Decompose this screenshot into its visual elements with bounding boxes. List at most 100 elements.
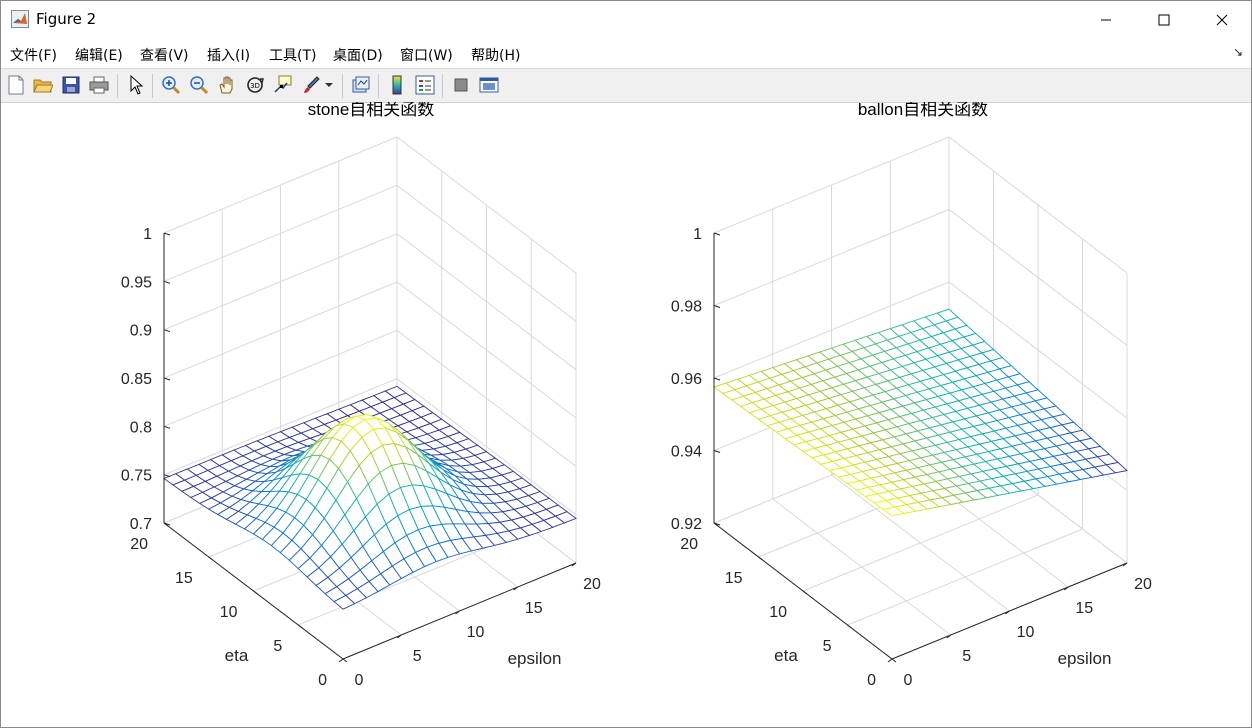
z-tick-label: 1 xyxy=(143,226,152,243)
z-tick-label: 0.92 xyxy=(671,516,702,533)
z-tick xyxy=(713,377,721,381)
z-tick xyxy=(163,474,171,478)
z-tick xyxy=(713,450,721,453)
maximize-button[interactable] xyxy=(1135,1,1193,39)
z-tick-label: 0.85 xyxy=(121,371,152,388)
epsilon-tick-label: 15 xyxy=(1075,600,1093,617)
figure-toolbar: 3D xyxy=(1,68,1251,103)
epsilon-tick xyxy=(887,658,893,663)
epsilon-tick xyxy=(1063,586,1069,591)
floor-gridline xyxy=(847,528,1083,626)
epsilon-tick-label: 20 xyxy=(1134,576,1152,593)
surface-cell xyxy=(333,594,356,610)
menu-file[interactable]: 文件(F) xyxy=(10,48,57,64)
epsilon-tick xyxy=(396,634,402,639)
wall-gridline xyxy=(163,136,577,274)
colorbar-icon[interactable] xyxy=(385,73,409,97)
menu-bar: 文件(F) 编辑(E) 查看(V) 插入(I) 工具(T) 桌面(D) 窗口(W… xyxy=(1,39,1251,67)
eta-axis-label: eta xyxy=(225,646,249,665)
stone-surface-axes[interactable]: 0 5 10 15 20 0 5 10 15 20 0.7 0.75 0.8 0.85 0.9 0.95 1 ep… xyxy=(121,102,601,689)
menu-desktop[interactable]: 桌面(D) xyxy=(333,48,383,64)
eta-tick-label: 5 xyxy=(273,638,282,655)
wall-gridline xyxy=(163,281,577,419)
epsilon-tick-label: 15 xyxy=(525,600,543,617)
surface-mesh xyxy=(163,385,577,610)
z-tick-label: 0.9 xyxy=(130,323,152,340)
epsilon-tick xyxy=(338,658,344,663)
epsilon-tick-label: 20 xyxy=(583,576,601,593)
eta-tick-label: 20 xyxy=(680,536,698,553)
z-tick xyxy=(713,232,721,236)
new-figure-icon[interactable] xyxy=(4,73,28,97)
toolbar-separator xyxy=(378,74,379,98)
rotate-3d-icon[interactable]: 3D xyxy=(243,73,267,97)
open-file-icon[interactable] xyxy=(31,73,55,97)
toolbar-separator xyxy=(442,74,443,98)
epsilon-tick xyxy=(513,586,519,591)
eta-tick xyxy=(297,624,303,629)
brush-dropdown-icon[interactable] xyxy=(323,73,335,97)
epsilon-tick-label: 0 xyxy=(904,672,913,689)
eta-tick xyxy=(342,658,348,663)
z-tick xyxy=(713,305,721,308)
epsilon-axis-label: epsilon xyxy=(508,649,562,668)
maximize-icon xyxy=(1158,14,1170,26)
data-cursor-icon[interactable] xyxy=(271,73,295,97)
z-tick-label: 0.8 xyxy=(130,419,152,436)
svg-text:3D: 3D xyxy=(250,82,260,90)
link-plot-icon[interactable] xyxy=(349,73,373,97)
eta-tick-label: 20 xyxy=(130,536,148,553)
ballon-surface-axes[interactable]: 0 5 10 15 20 0 5 10 15 20 0.92 0.94 0.96 0.98 1 epsilon… xyxy=(671,102,1152,689)
save-icon[interactable] xyxy=(59,73,83,97)
wall-gridline xyxy=(163,329,577,467)
show-plot-tools-icon[interactable] xyxy=(477,73,501,97)
brush-icon[interactable] xyxy=(299,73,323,97)
zoom-in-icon[interactable] xyxy=(159,73,183,97)
wall-gridline xyxy=(163,184,577,322)
hide-plot-tools-icon[interactable] xyxy=(449,73,473,97)
figure-canvas[interactable]: 05101520051015200.70.750.80.850.90.951ep… xyxy=(1,102,1251,727)
eta-tick-label: 5 xyxy=(823,638,832,655)
z-tick-label: 1 xyxy=(693,226,702,243)
epsilon-tick xyxy=(571,562,577,567)
window-title: Figure 2 xyxy=(36,10,97,28)
eta-axis-label: eta xyxy=(774,646,798,665)
eta-tick-label: 10 xyxy=(769,604,787,621)
epsilon-tick-label: 10 xyxy=(1017,624,1035,641)
epsilon-tick-label: 5 xyxy=(962,648,971,665)
toolbar-separator xyxy=(152,74,153,98)
wall-gridline xyxy=(163,233,577,371)
eta-tick xyxy=(253,590,258,595)
menu-tools[interactable]: 工具(T) xyxy=(269,48,317,64)
dock-arrow-icon[interactable]: ↘ xyxy=(1232,45,1243,59)
eta-tick xyxy=(847,624,852,629)
axes-title: ballon自相关函数 xyxy=(858,102,988,119)
minimize-button[interactable] xyxy=(1077,1,1135,39)
wall-gridline xyxy=(713,208,1128,346)
select-arrow-icon[interactable] xyxy=(124,73,148,97)
floor-gridline xyxy=(802,494,1039,592)
epsilon-tick xyxy=(1122,562,1128,567)
eta-tick-label: 0 xyxy=(867,672,876,689)
menu-help[interactable]: 帮助(H) xyxy=(471,48,521,64)
zoom-out-icon[interactable] xyxy=(187,73,211,97)
z-tick xyxy=(713,522,721,526)
legend-icon[interactable] xyxy=(413,73,437,97)
eta-tick-label: 15 xyxy=(175,570,193,587)
toolbar-separator xyxy=(342,74,343,98)
print-icon[interactable] xyxy=(87,73,111,97)
pan-hand-icon[interactable] xyxy=(215,73,239,97)
wall-gridline xyxy=(163,378,577,516)
menu-insert[interactable]: 插入(I) xyxy=(207,48,251,64)
wall-gridline xyxy=(713,281,1128,419)
menu-view[interactable]: 查看(V) xyxy=(140,48,189,64)
matlab-logo-icon xyxy=(11,10,29,28)
menu-window[interactable]: 窗口(W) xyxy=(400,48,453,64)
close-icon xyxy=(1216,14,1228,26)
epsilon-tick-label: 5 xyxy=(413,648,422,665)
z-tick-label: 0.75 xyxy=(121,468,152,485)
surface-mesh xyxy=(713,308,1128,517)
surface-cell xyxy=(882,506,905,517)
close-button[interactable] xyxy=(1193,1,1251,39)
menu-edit[interactable]: 编辑(E) xyxy=(75,48,123,64)
